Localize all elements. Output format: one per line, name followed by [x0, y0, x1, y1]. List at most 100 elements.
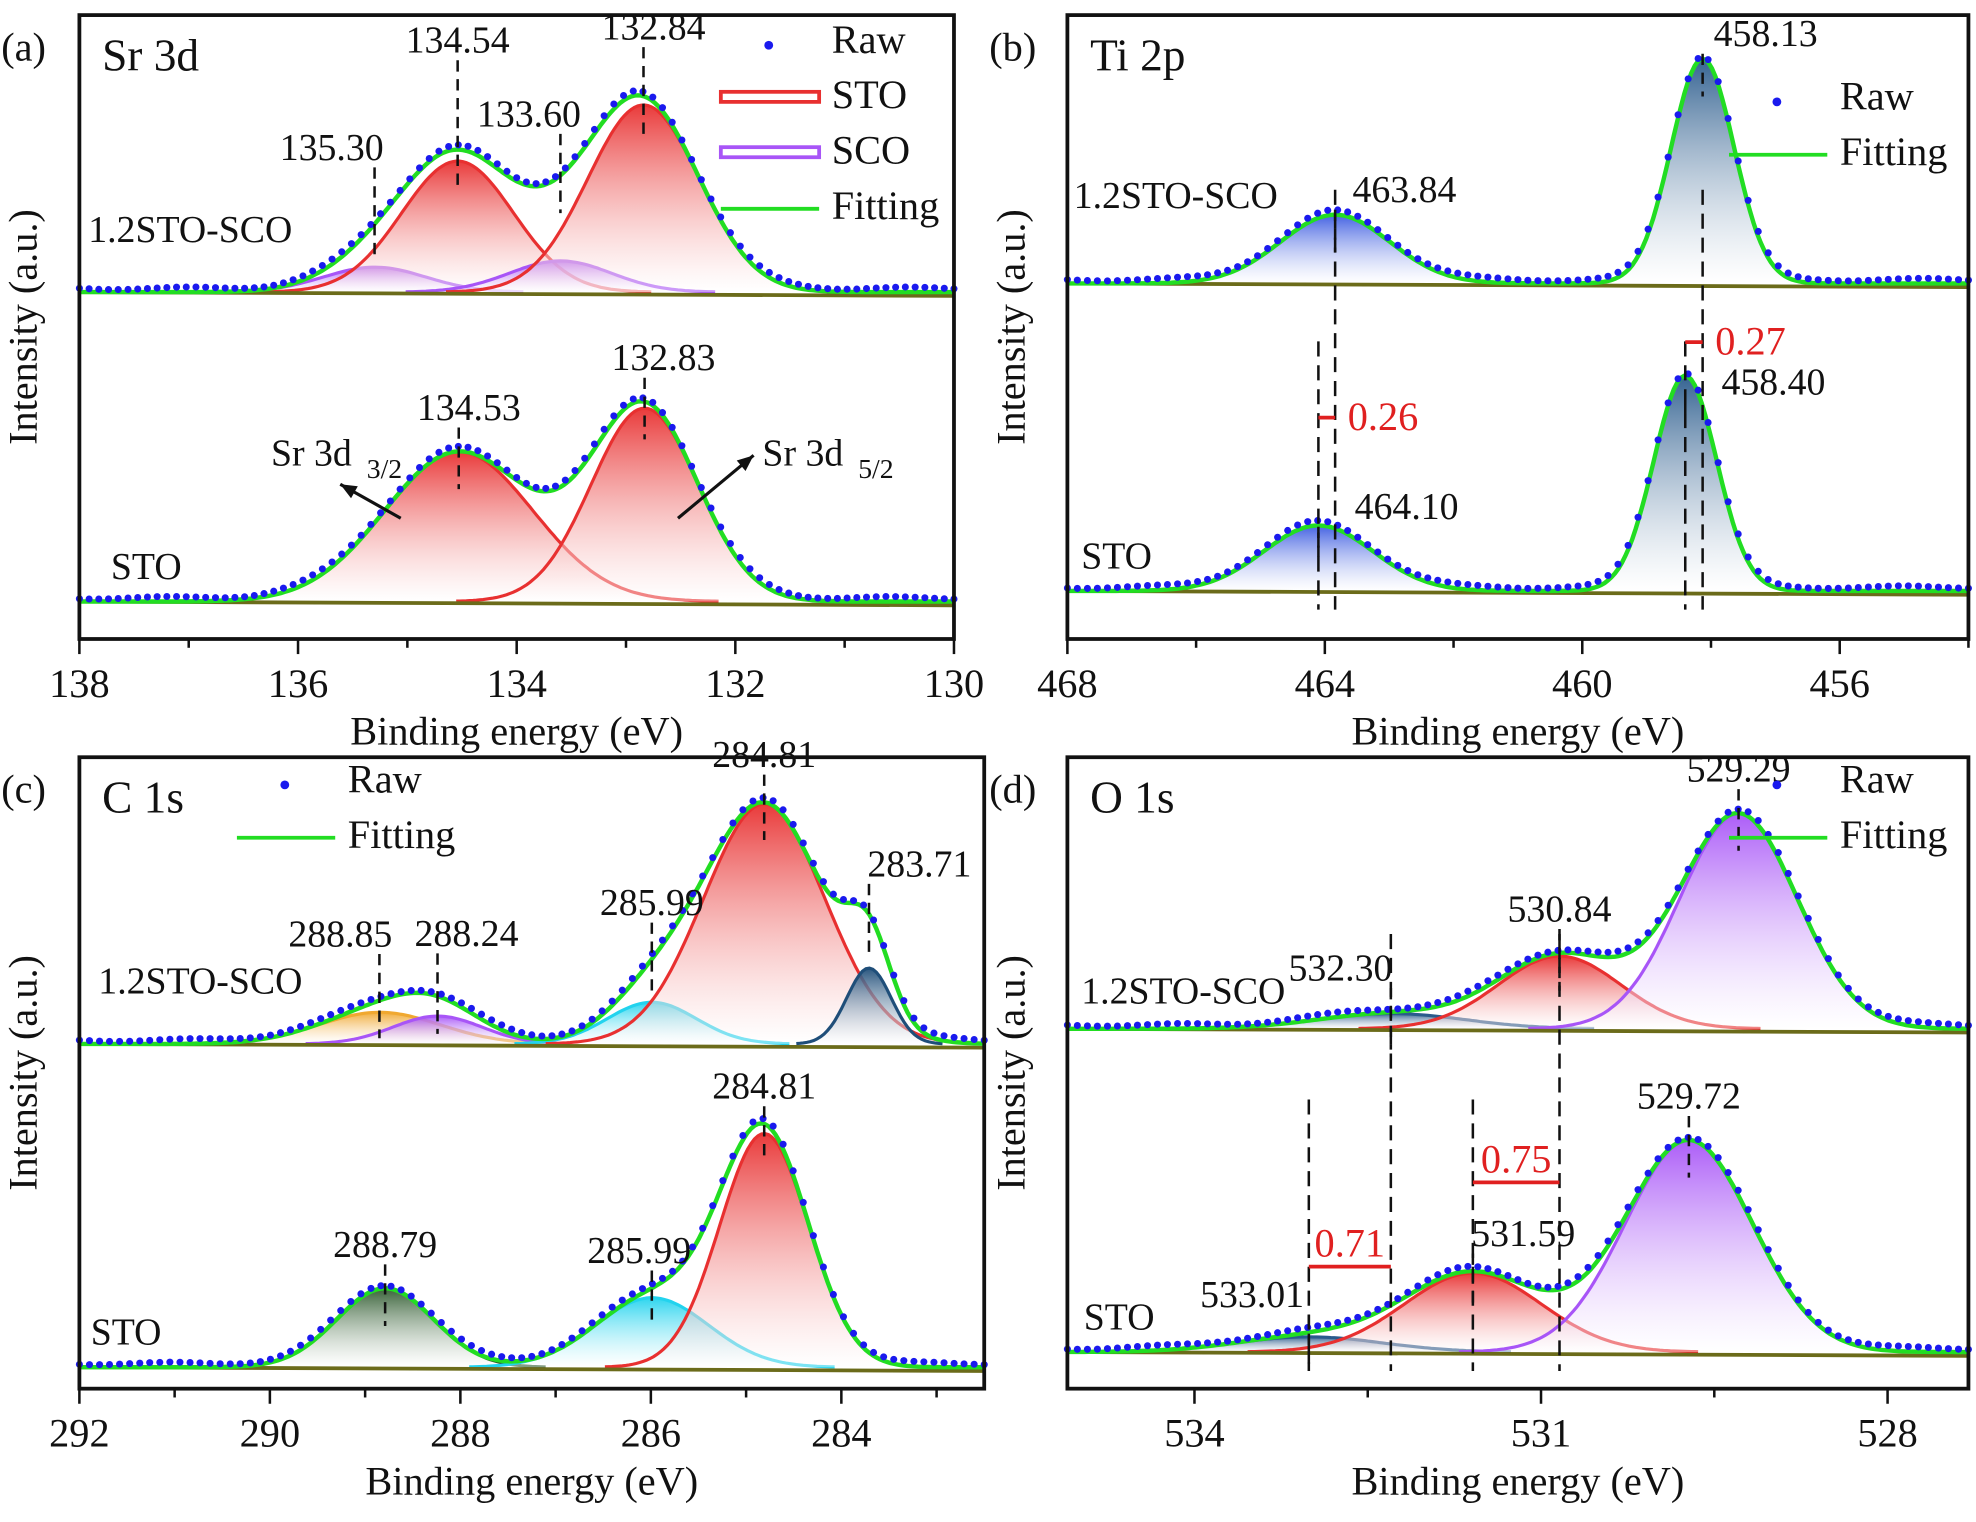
raw-data-point [1113, 1344, 1121, 1352]
raw-data-point [1324, 1320, 1332, 1328]
raw-data-point [1103, 584, 1111, 592]
raw-data-point [689, 890, 697, 898]
raw-data-point [1093, 277, 1101, 285]
raw-data-point [467, 1004, 475, 1012]
raw-data-point [578, 1022, 586, 1030]
raw-data-point [1584, 947, 1592, 955]
raw-data-point [558, 1340, 566, 1349]
raw-data-point [892, 283, 900, 291]
peak-label: 284.81 [712, 1066, 816, 1108]
raw-data-point [1144, 1342, 1152, 1350]
raw-data-point [1474, 1263, 1482, 1271]
raw-data-point [658, 409, 667, 417]
raw-data-point [1314, 1011, 1322, 1019]
raw-data-point [910, 1357, 918, 1365]
raw-data-point [1664, 901, 1672, 909]
raw-data-point [166, 1035, 174, 1043]
sample-label: STO [91, 1312, 162, 1354]
raw-data-point [1574, 582, 1582, 590]
raw-data-point [522, 479, 530, 487]
x-tick-label: 288 [430, 1411, 490, 1456]
raw-data-point [1654, 193, 1662, 201]
raw-data-point [1744, 553, 1752, 561]
raw-data-point [260, 590, 268, 598]
raw-data-point [775, 274, 783, 282]
raw-data-point [406, 175, 414, 183]
raw-data-point [518, 1029, 526, 1037]
raw-data-point [1784, 269, 1792, 277]
raw-data-point [833, 285, 841, 293]
raw-data-point [551, 482, 560, 490]
peak-fill-458.40 [1573, 375, 1799, 591]
peak-label: 463.84 [1352, 169, 1456, 211]
raw-data-point [628, 1290, 636, 1298]
raw-data-point [1954, 584, 1963, 592]
raw-data-point [1724, 498, 1732, 506]
raw-data-point [206, 1035, 214, 1043]
raw-data-point [226, 1360, 234, 1368]
raw-data-point [276, 1029, 285, 1037]
raw-data-point [163, 284, 171, 292]
raw-data-point [1554, 1282, 1562, 1290]
raw-data-point [882, 592, 890, 600]
spectrum-12sto-sco: 1.2STO-SCO 463.84 458.13 [1063, 13, 1972, 290]
peak-fill-529.29 [1528, 814, 1952, 1029]
raw-data-point [1424, 260, 1432, 268]
x-tick-label: 286 [621, 1411, 681, 1456]
raw-data-point [1073, 276, 1081, 284]
raw-data-point [126, 1037, 134, 1045]
raw-data-point [1884, 1342, 1892, 1350]
raw-data-point [231, 593, 239, 601]
raw-data-point [814, 594, 822, 602]
raw-data-point [1113, 583, 1121, 591]
x-axis-label: Binding energy (eV) [1352, 1458, 1685, 1503]
raw-data-point [1594, 948, 1602, 956]
raw-data-point [196, 1359, 204, 1367]
raw-data-point [1704, 56, 1712, 64]
raw-data-point [618, 1296, 626, 1304]
raw-data-point [377, 210, 385, 218]
raw-data-point [1944, 584, 1952, 592]
raw-data-point [447, 994, 455, 1002]
raw-data-point [1764, 249, 1772, 257]
raw-data-point [1144, 582, 1152, 590]
raw-data-point [1514, 960, 1522, 968]
raw-data-point [518, 1354, 526, 1362]
raw-data-point [250, 284, 258, 292]
raw-data-point [1344, 1316, 1352, 1324]
raw-data-point [638, 1285, 646, 1293]
peak-label: 132.84 [602, 7, 706, 49]
x-tick-label: 528 [1857, 1411, 1917, 1456]
raw-data-point [1484, 582, 1492, 590]
raw-data-point [417, 986, 425, 994]
raw-data-point [872, 284, 880, 292]
legend-label: Raw [1840, 756, 1914, 801]
raw-data-point [484, 153, 492, 161]
raw-data-point [1854, 584, 1862, 592]
peak-label: 285.99 [587, 1230, 691, 1272]
raw-data-point [1754, 567, 1762, 575]
raw-data-point [1624, 261, 1632, 269]
raw-data-point [1794, 1296, 1802, 1304]
raw-data-point [1334, 1008, 1342, 1016]
raw-data-point [1454, 992, 1462, 1000]
raw-data-point [156, 1358, 164, 1366]
panel-letter: (d) [989, 767, 1036, 812]
raw-data-point [1183, 579, 1192, 587]
raw-data-point [1474, 581, 1482, 589]
raw-data-point [1934, 1344, 1942, 1352]
raw-data-point [608, 997, 616, 1005]
raw-data-point [1604, 571, 1612, 579]
panel-title: Ti 2p [1090, 30, 1185, 80]
raw-data-point [1274, 1017, 1282, 1025]
raw-data-point [679, 1257, 687, 1265]
panel-letter: (a) [1, 24, 46, 69]
raw-data-point [1854, 1338, 1862, 1346]
raw-data-point [794, 280, 802, 288]
raw-data-point [1424, 574, 1432, 582]
raw-data-point [328, 255, 336, 263]
raw-data-point [445, 444, 453, 452]
raw-data-point [1244, 556, 1252, 564]
raw-data-point [357, 1290, 365, 1298]
raw-data-point [328, 558, 336, 566]
